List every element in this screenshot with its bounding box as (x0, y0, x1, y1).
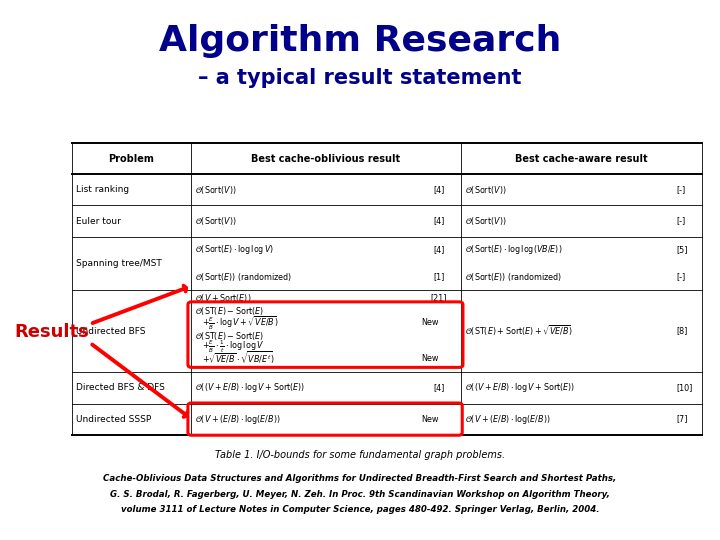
Text: Results: Results (14, 323, 89, 341)
Text: [4]: [4] (433, 185, 445, 194)
Text: New: New (421, 415, 438, 423)
Text: [10]: [10] (677, 383, 693, 393)
Text: Problem: Problem (109, 154, 154, 164)
Text: $\mathcal{O}(\mathrm{Sort}(E))$ (randomized): $\mathcal{O}(\mathrm{Sort}(E))$ (randomi… (465, 271, 562, 282)
Text: [-]: [-] (677, 272, 686, 281)
Text: volume 3111 of Lecture Notes in Computer Science, pages 480-492. Springer Verlag: volume 3111 of Lecture Notes in Computer… (121, 505, 599, 514)
Text: $\mathcal{O}(\mathrm{ST}(E)+\mathrm{Sort}(E)+\sqrt{VE/B})$: $\mathcal{O}(\mathrm{ST}(E)+\mathrm{Sort… (465, 324, 573, 339)
Text: $\mathcal{O}(\mathrm{Sort}(E)\cdot\log\log V)$: $\mathcal{O}(\mathrm{Sort}(E)\cdot\log\l… (195, 244, 274, 256)
Text: Cache-Oblivious Data Structures and Algorithms for Undirected Breadth-First Sear: Cache-Oblivious Data Structures and Algo… (104, 475, 616, 483)
Text: $\mathcal{O}(\mathrm{Sort}(V))$: $\mathcal{O}(\mathrm{Sort}(V))$ (465, 184, 507, 196)
Text: [5]: [5] (677, 245, 688, 254)
Text: Spanning tree/MST: Spanning tree/MST (76, 259, 162, 268)
Text: $\mathcal{O}(\mathrm{ST}(E)-\mathrm{Sort}(E)$: $\mathcal{O}(\mathrm{ST}(E)-\mathrm{Sort… (195, 330, 264, 342)
Text: [-]: [-] (677, 217, 686, 226)
Text: $\mathcal{O}(\mathrm{Sort}(V))$: $\mathcal{O}(\mathrm{Sort}(V))$ (465, 215, 507, 227)
Text: Directed BFS & DFS: Directed BFS & DFS (76, 383, 165, 393)
Text: [-]: [-] (677, 185, 686, 194)
Text: [4]: [4] (433, 245, 445, 254)
Text: [1]: [1] (433, 272, 445, 281)
Text: [8]: [8] (677, 327, 688, 335)
Text: $\mathcal{O}(V+(E/B)\cdot\log(E/B))$: $\mathcal{O}(V+(E/B)\cdot\log(E/B))$ (195, 413, 281, 426)
Text: $+\frac{E}{B}\cdot\log V+\sqrt{VE/B})$: $+\frac{E}{B}\cdot\log V+\sqrt{VE/B})$ (202, 314, 279, 332)
Text: $\mathcal{O}(\mathrm{Sort}(V))$: $\mathcal{O}(\mathrm{Sort}(V))$ (195, 184, 237, 196)
Text: [4]: [4] (433, 217, 445, 226)
Text: $\mathcal{O}(V+\mathrm{Sort}(E))$: $\mathcal{O}(V+\mathrm{Sort}(E))$ (195, 292, 251, 304)
Text: $\mathcal{O}(\mathrm{Sort}(E))$ (randomized): $\mathcal{O}(\mathrm{Sort}(E))$ (randomi… (195, 271, 292, 282)
Text: Table 1. I/O-bounds for some fundamental graph problems.: Table 1. I/O-bounds for some fundamental… (215, 450, 505, 460)
Text: $\mathcal{O}((V+E/B)\cdot\log V+\mathrm{Sort}(E))$: $\mathcal{O}((V+E/B)\cdot\log V+\mathrm{… (465, 381, 575, 394)
Text: $\mathcal{O}(V+(E/B)\cdot\log(E/B))$: $\mathcal{O}(V+(E/B)\cdot\log(E/B))$ (465, 413, 551, 426)
Text: $\mathcal{O}(\mathrm{ST}(E)-\mathrm{Sort}(E)$: $\mathcal{O}(\mathrm{ST}(E)-\mathrm{Sort… (195, 305, 264, 317)
Text: Best cache-aware result: Best cache-aware result (515, 154, 648, 164)
Text: [7]: [7] (677, 415, 688, 423)
Text: Undirected SSSP: Undirected SSSP (76, 415, 152, 423)
Text: – a typical result statement: – a typical result statement (198, 68, 522, 87)
Text: New: New (421, 318, 438, 327)
Text: New: New (421, 354, 438, 363)
Text: $\mathcal{O}(\mathrm{Sort}(E)\cdot\log\log(VB/E))$: $\mathcal{O}(\mathrm{Sort}(E)\cdot\log\l… (465, 244, 562, 256)
Text: $+\frac{E}{B}\cdot\frac{1}{t}\cdot\log\log V$: $+\frac{E}{B}\cdot\frac{1}{t}\cdot\log\l… (202, 338, 265, 355)
Text: $\mathcal{O}(\mathrm{Sort}(V))$: $\mathcal{O}(\mathrm{Sort}(V))$ (195, 215, 237, 227)
Text: [21]: [21] (431, 294, 447, 302)
Text: Algorithm Research: Algorithm Research (159, 24, 561, 58)
Text: Euler tour: Euler tour (76, 217, 121, 226)
Text: $+\sqrt{VE/B}\cdot\sqrt{VB/E^t})$: $+\sqrt{VE/B}\cdot\sqrt{VB/E^t})$ (202, 350, 276, 367)
Text: G. S. Brodal, R. Fagerberg, U. Meyer, N. Zeh. In Proc. 9th Scandinavian Workshop: G. S. Brodal, R. Fagerberg, U. Meyer, N.… (110, 490, 610, 498)
Text: Best cache-oblivious result: Best cache-oblivious result (251, 154, 400, 164)
Text: $\mathcal{O}((V+E/B)\cdot\log V+\mathrm{Sort}(E))$: $\mathcal{O}((V+E/B)\cdot\log V+\mathrm{… (195, 381, 305, 394)
Text: List ranking: List ranking (76, 185, 130, 194)
Text: Undirected BFS: Undirected BFS (76, 327, 146, 335)
Text: [4]: [4] (433, 383, 445, 393)
